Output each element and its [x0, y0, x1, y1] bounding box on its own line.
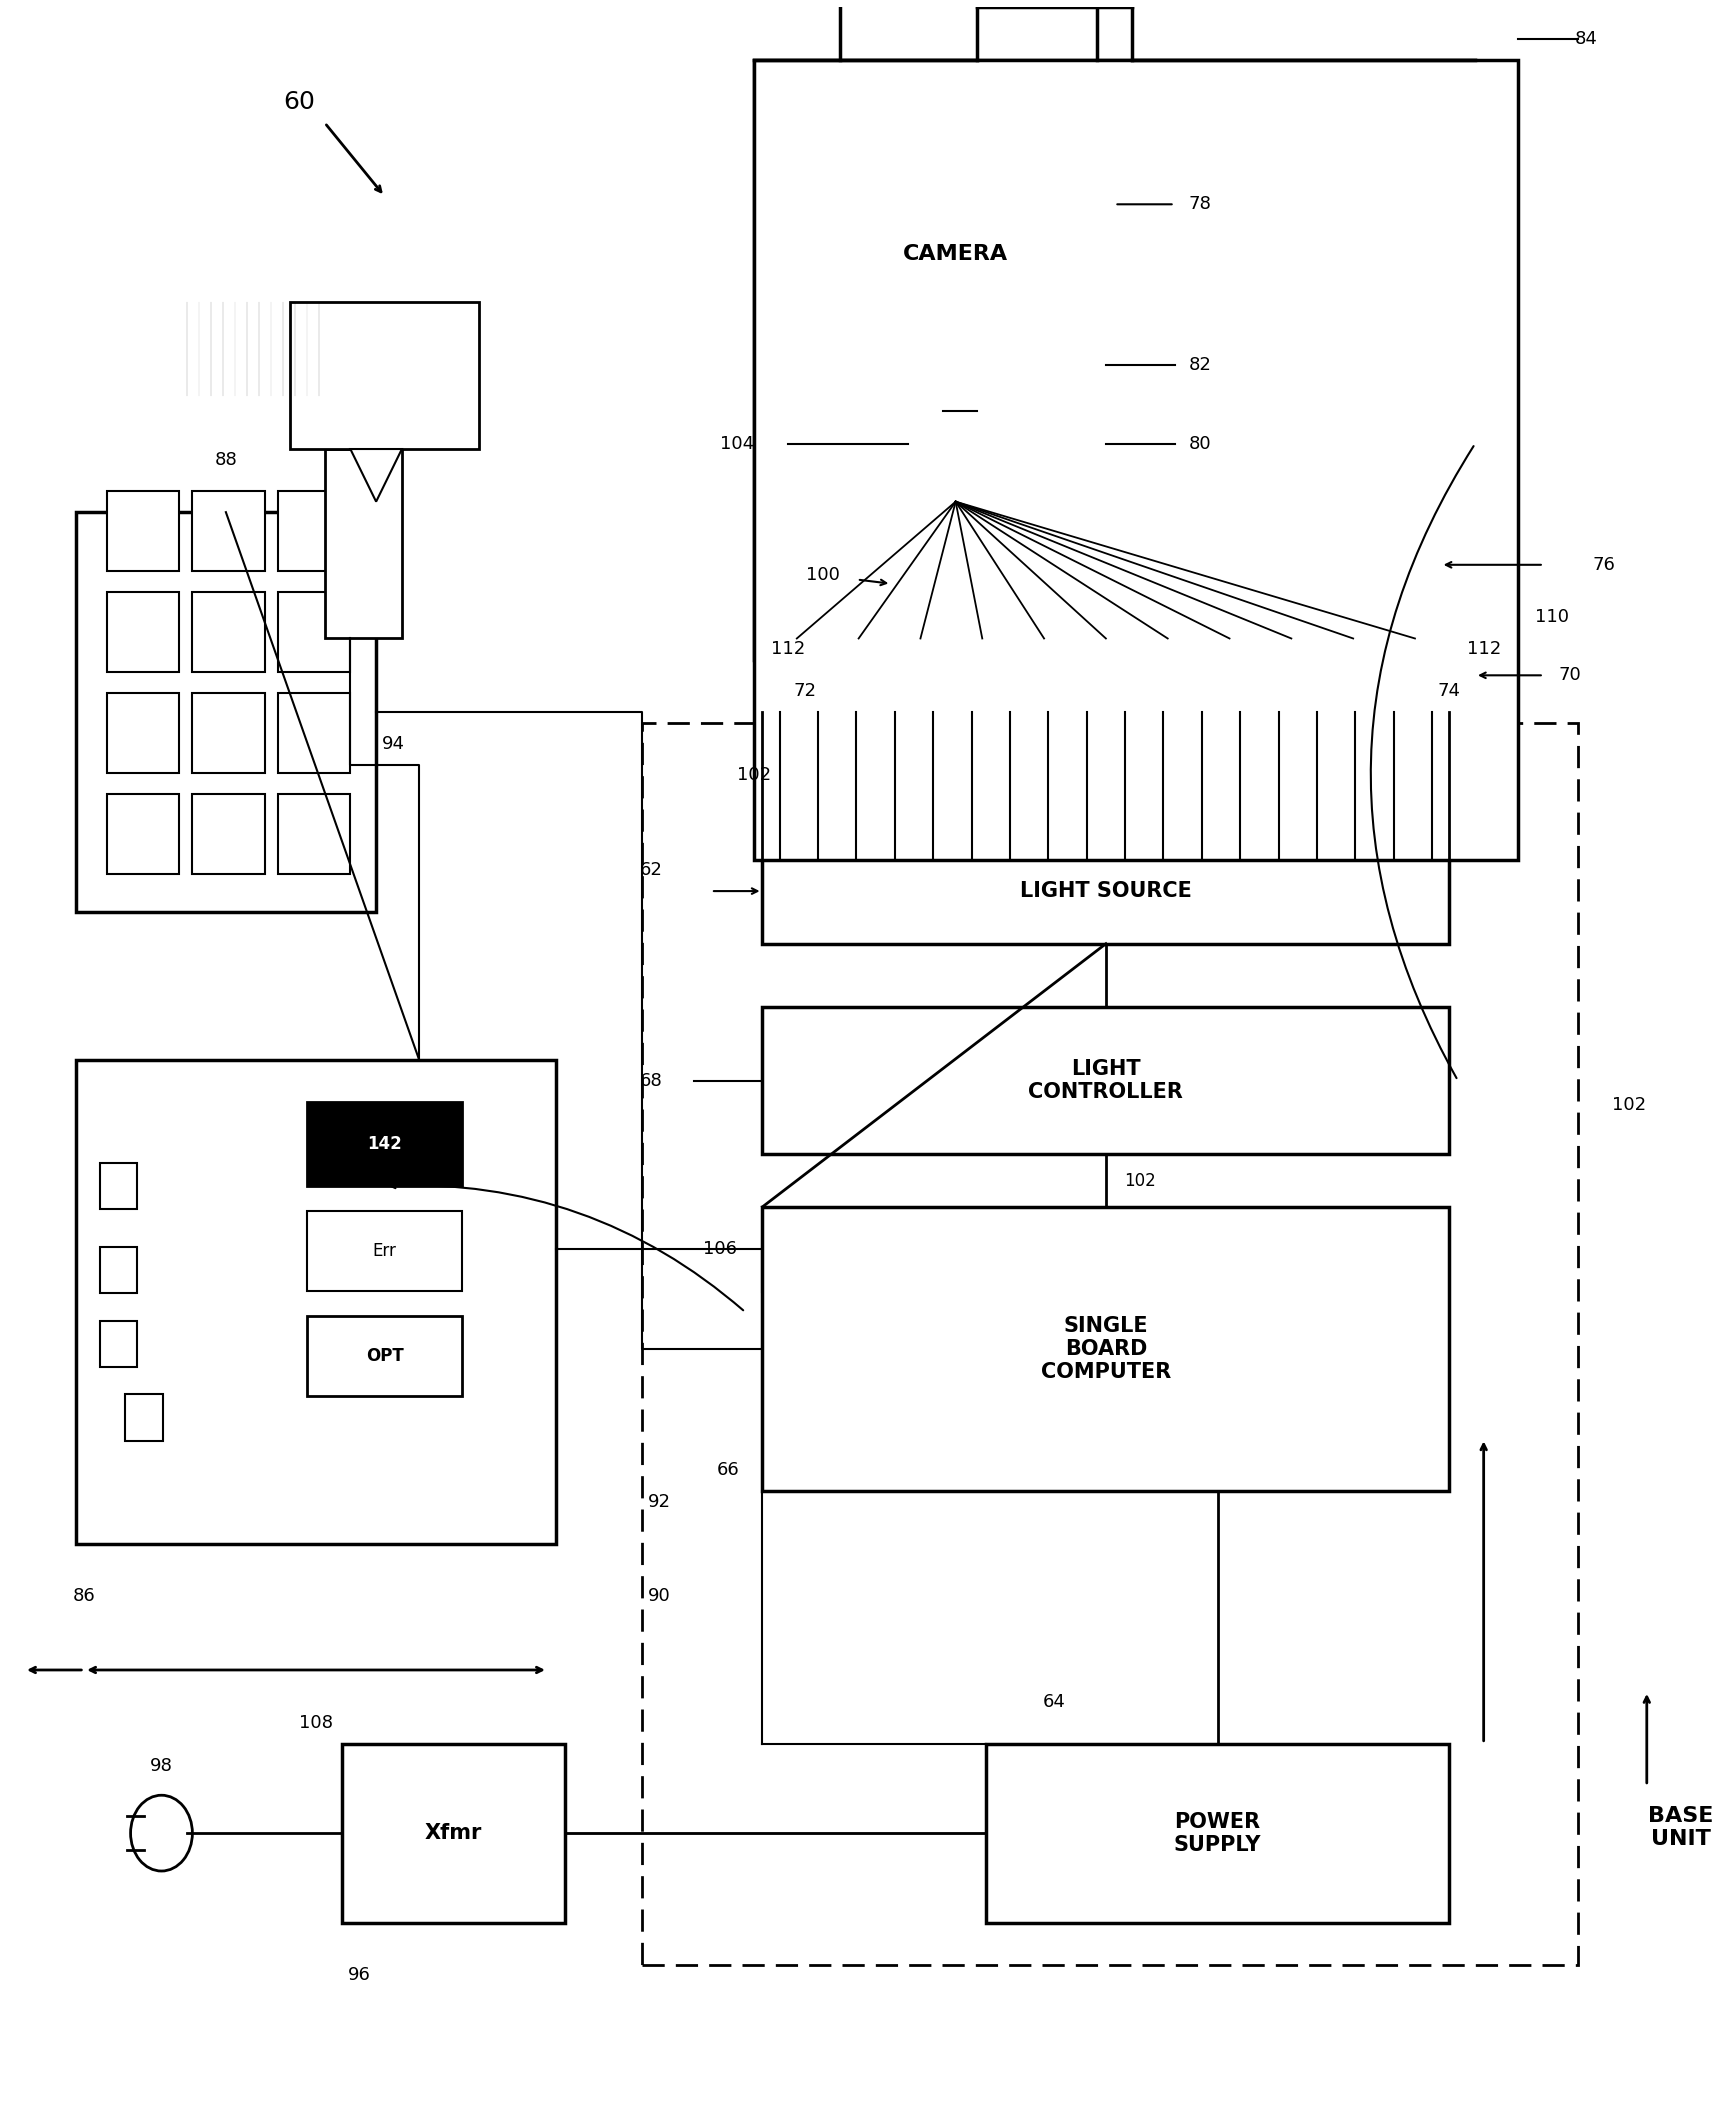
Text: 82: 82: [1189, 356, 1211, 373]
Bar: [642, 723, 1578, 1964]
Bar: [76, 1060, 555, 1543]
Bar: [279, 795, 349, 875]
Text: LIGHT SOURCE: LIGHT SOURCE: [1019, 882, 1192, 901]
Bar: [279, 693, 349, 773]
Text: 106: 106: [702, 1240, 737, 1259]
Ellipse shape: [1201, 593, 1244, 631]
Text: 104: 104: [720, 434, 753, 453]
Bar: [100, 1320, 137, 1367]
Bar: [192, 693, 265, 773]
Bar: [192, 795, 265, 875]
Text: 64: 64: [1043, 1693, 1066, 1710]
Text: 102: 102: [1612, 1096, 1645, 1115]
Text: 92: 92: [647, 1492, 671, 1511]
Circle shape: [130, 1795, 192, 1871]
Text: 96: 96: [348, 1966, 370, 1983]
Text: BASE
UNIT: BASE UNIT: [1647, 1805, 1713, 1850]
Bar: [76, 513, 375, 911]
Bar: [308, 1212, 462, 1290]
Text: SINGLE
BOARD
COMPUTER: SINGLE BOARD COMPUTER: [1040, 1316, 1169, 1382]
Bar: [804, 386, 1105, 502]
Text: 112: 112: [770, 640, 804, 659]
Text: 78: 78: [1189, 195, 1211, 214]
Bar: [761, 839, 1448, 943]
Text: 66: 66: [716, 1460, 739, 1479]
Bar: [100, 1246, 137, 1293]
Text: 74: 74: [1438, 682, 1460, 699]
Bar: [107, 492, 178, 572]
Bar: [761, 1007, 1448, 1155]
Ellipse shape: [1280, 593, 1323, 631]
Text: LIGHT
CONTROLLER: LIGHT CONTROLLER: [1028, 1060, 1183, 1102]
Bar: [761, 1208, 1448, 1492]
Text: 102: 102: [737, 767, 770, 784]
Text: 86: 86: [73, 1587, 95, 1606]
Bar: [308, 1316, 462, 1396]
Ellipse shape: [965, 593, 1009, 631]
Text: OPT: OPT: [365, 1348, 403, 1365]
Text: 84: 84: [1574, 30, 1597, 47]
Text: 112: 112: [1465, 640, 1500, 659]
Text: 100: 100: [804, 566, 839, 585]
Text: POWER
SUPPLY: POWER SUPPLY: [1173, 1812, 1261, 1854]
Ellipse shape: [908, 417, 1002, 470]
Polygon shape: [349, 449, 401, 502]
Ellipse shape: [1045, 593, 1088, 631]
Ellipse shape: [887, 593, 931, 631]
Bar: [279, 591, 349, 672]
Text: 98: 98: [151, 1757, 173, 1776]
Ellipse shape: [1358, 593, 1401, 631]
Text: 76: 76: [1592, 555, 1614, 574]
Text: 94: 94: [382, 735, 405, 752]
Bar: [279, 492, 349, 572]
Bar: [804, 144, 1105, 386]
Bar: [107, 591, 178, 672]
Ellipse shape: [810, 593, 853, 631]
Text: Xfmr: Xfmr: [424, 1822, 481, 1844]
Text: 70: 70: [1557, 665, 1579, 684]
Text: 72: 72: [794, 682, 817, 699]
Bar: [107, 795, 178, 875]
Bar: [900, 386, 1002, 417]
Bar: [341, 1744, 564, 1922]
Text: CAMERA: CAMERA: [903, 244, 1007, 265]
Bar: [192, 492, 265, 572]
Bar: [325, 449, 401, 638]
Bar: [291, 301, 479, 449]
Text: 110: 110: [1535, 608, 1569, 627]
Bar: [125, 1394, 163, 1441]
Bar: [754, 59, 1474, 659]
Text: 68: 68: [638, 1072, 663, 1089]
Ellipse shape: [1123, 593, 1166, 631]
Bar: [754, 59, 1517, 860]
Text: 62: 62: [638, 860, 663, 879]
Text: 142: 142: [367, 1134, 401, 1153]
Bar: [761, 638, 1448, 712]
Text: 80: 80: [1189, 434, 1211, 453]
Bar: [984, 1744, 1448, 1922]
Text: 88: 88: [215, 451, 237, 468]
Text: 102: 102: [1124, 1172, 1156, 1189]
Text: 90: 90: [647, 1587, 671, 1606]
Text: 108: 108: [299, 1714, 332, 1731]
Bar: [107, 693, 178, 773]
Bar: [192, 591, 265, 672]
Text: Err: Err: [372, 1242, 396, 1261]
Bar: [308, 1102, 462, 1187]
Text: 60: 60: [282, 89, 315, 114]
Bar: [100, 1163, 137, 1210]
